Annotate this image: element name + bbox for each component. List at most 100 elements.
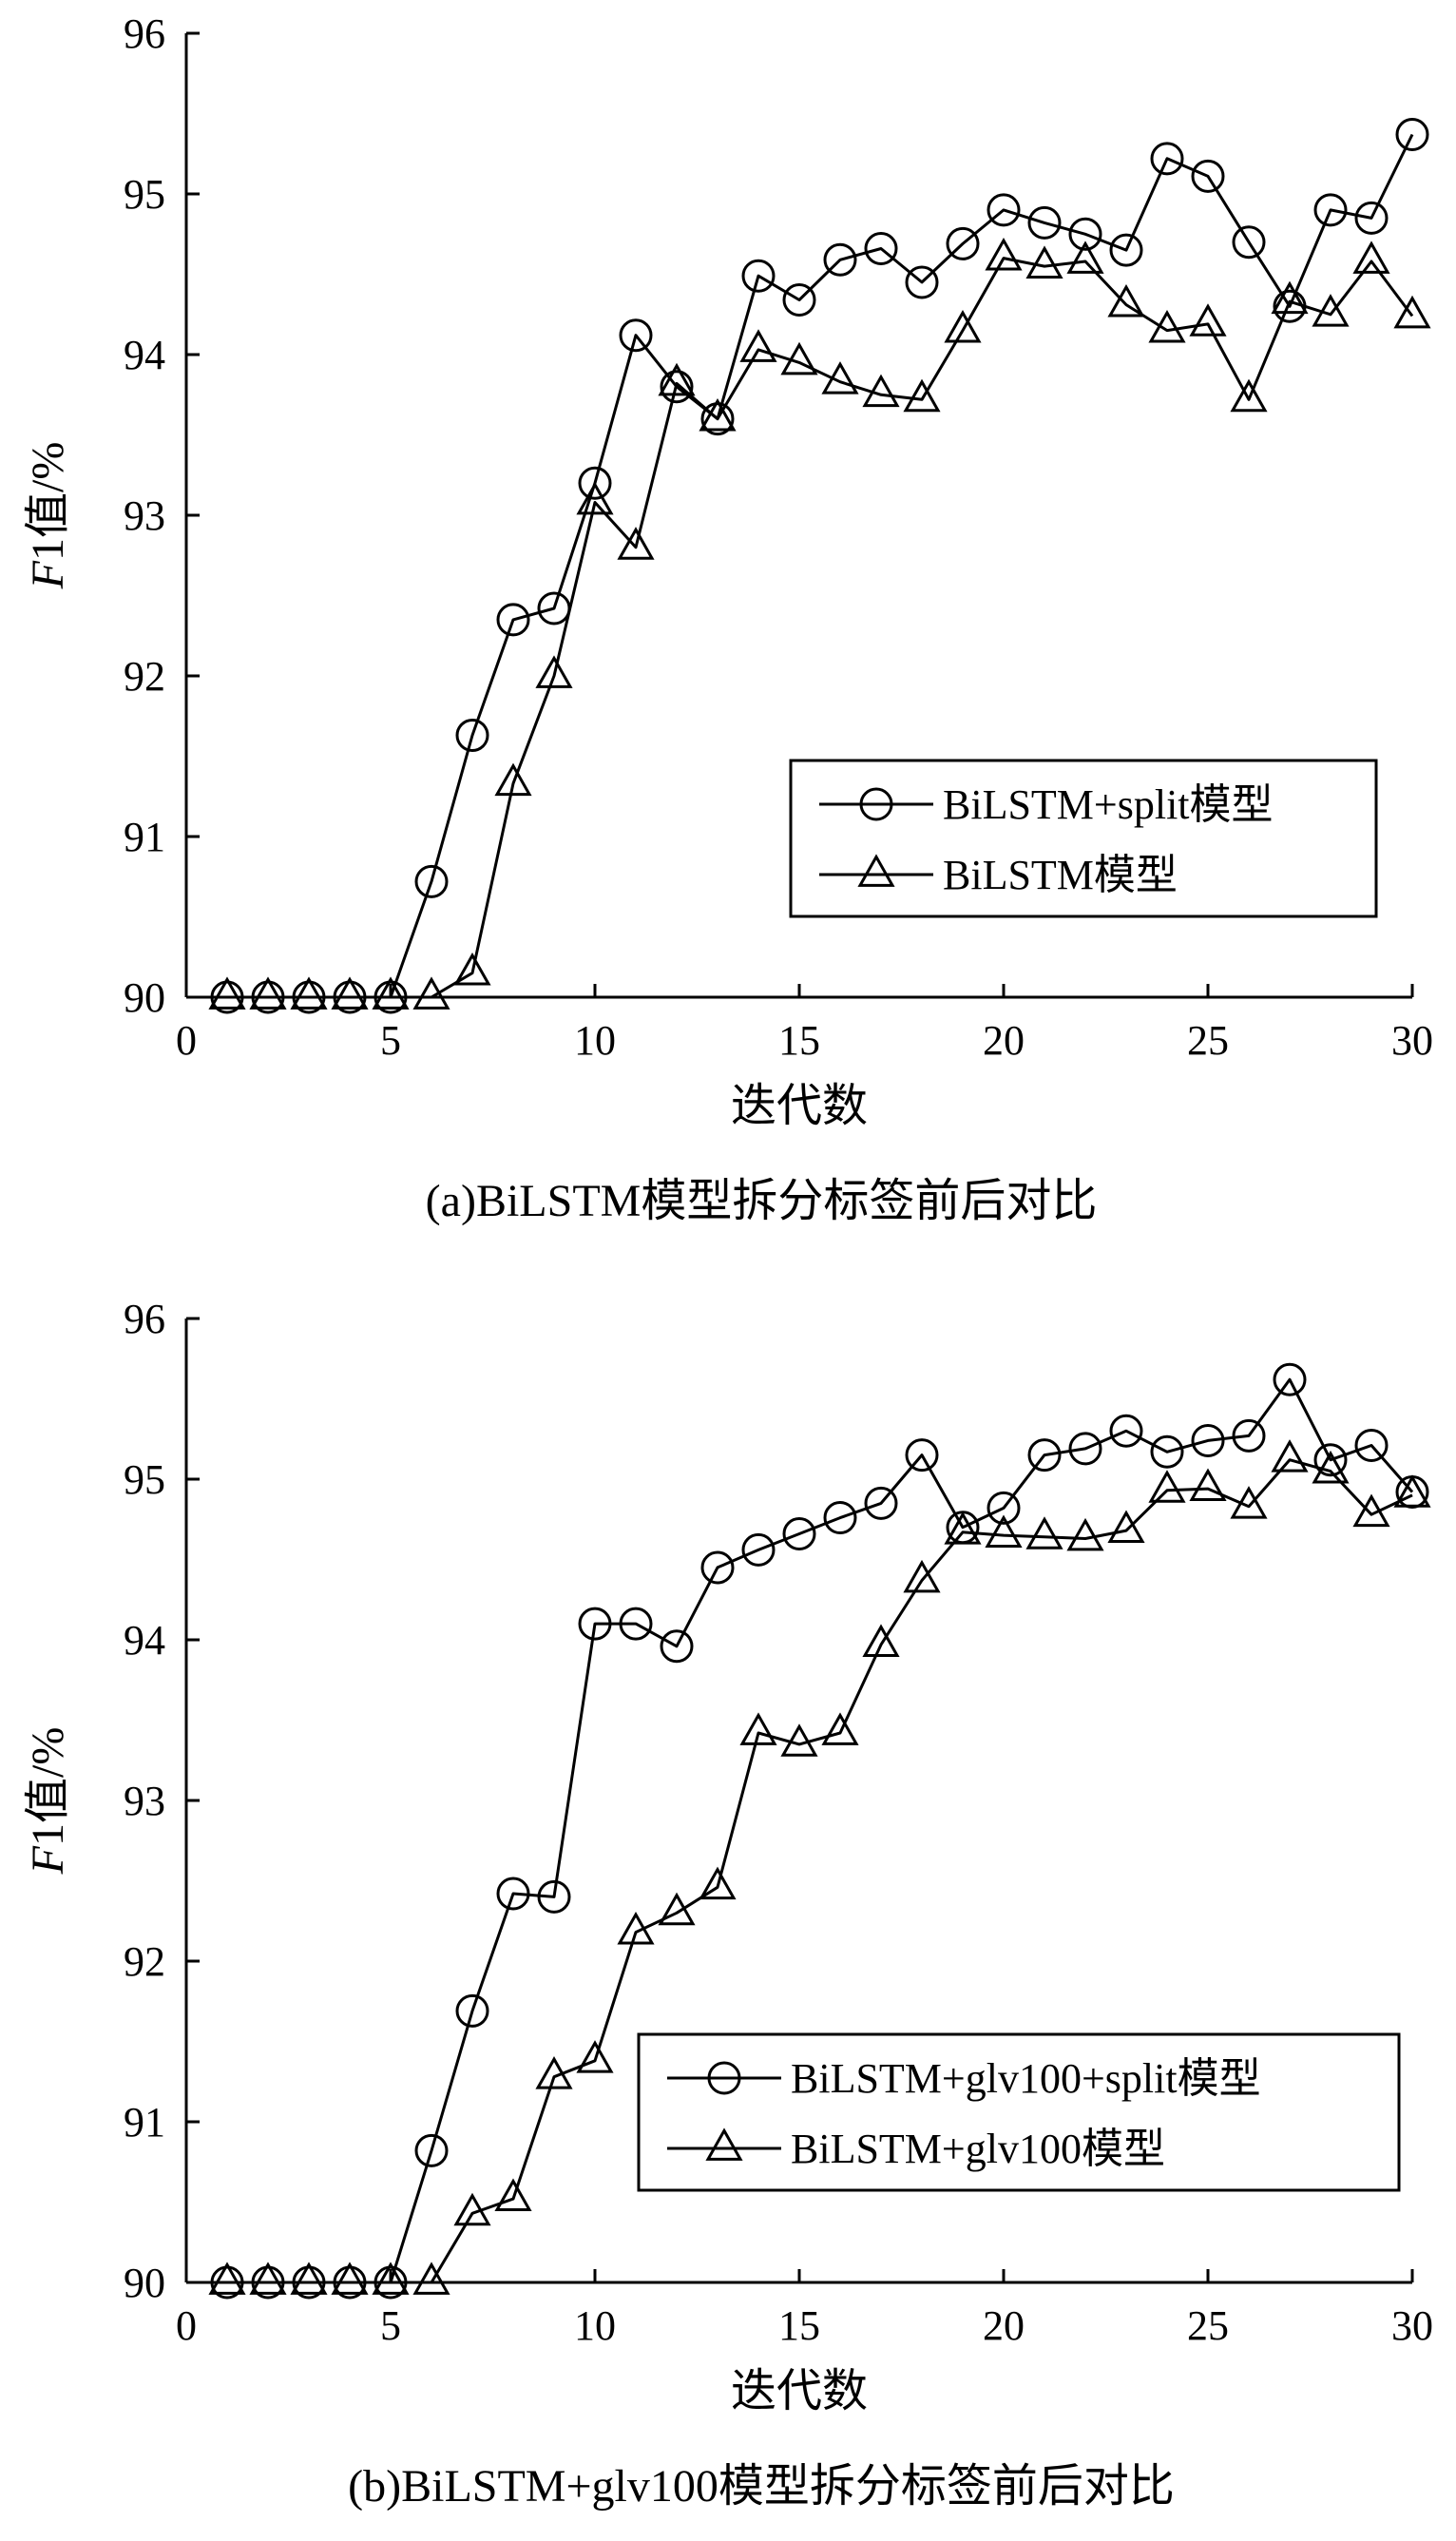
- data-point: [453, 953, 491, 986]
- data-point: [862, 374, 900, 408]
- data-point: [496, 603, 530, 637]
- data-point: [944, 310, 982, 343]
- x-tick-label: 20: [983, 2302, 1025, 2349]
- data-point: [821, 361, 859, 395]
- data-point: [1393, 295, 1431, 329]
- data-point: [1027, 1438, 1062, 1473]
- data-point: [782, 1516, 816, 1550]
- y-tick-label: 91: [124, 814, 165, 860]
- data-point: [576, 481, 614, 515]
- data-point: [331, 976, 369, 1010]
- data-point: [1107, 1510, 1145, 1543]
- data-point: [290, 2262, 328, 2295]
- y-tick-label: 94: [124, 1617, 165, 1664]
- data-point: [658, 362, 696, 396]
- y-tick-label: 93: [124, 492, 165, 539]
- data-point: [1107, 283, 1145, 318]
- data-point: [1025, 1516, 1063, 1550]
- x-tick-label: 30: [1391, 2302, 1433, 2349]
- data-point: [1148, 310, 1186, 343]
- series-1: [208, 1439, 1431, 2295]
- y-tick-label: 94: [124, 332, 165, 378]
- data-point: [660, 1629, 694, 1664]
- data-point: [905, 1438, 939, 1473]
- x-tick-label: 5: [380, 2302, 401, 2349]
- data-point: [1271, 280, 1309, 315]
- x-tick-label: 25: [1187, 2302, 1229, 2349]
- data-point: [414, 864, 449, 898]
- series-line: [227, 1377, 1414, 2284]
- data-point: [1230, 378, 1268, 413]
- y-tick-label: 91: [124, 2099, 165, 2146]
- data-point: [535, 2056, 573, 2089]
- data-point: [372, 976, 410, 1010]
- data-point: [414, 2133, 449, 2167]
- data-point: [619, 1607, 653, 1641]
- data-point: [905, 265, 939, 299]
- data-point: [864, 231, 898, 265]
- legend-label: BiLSTM模型: [943, 852, 1178, 898]
- data-point: [1109, 233, 1143, 267]
- series-line: [227, 257, 1414, 999]
- x-tick-label: 15: [778, 1017, 820, 1064]
- data-point: [780, 1723, 818, 1757]
- data-point: [823, 1501, 857, 1535]
- data-point: [1313, 193, 1348, 227]
- data-point: [1395, 1475, 1429, 1510]
- legend-marker-circle: [707, 2061, 741, 2095]
- data-point: [1025, 245, 1063, 279]
- legend-label: BiLSTM+split模型: [943, 781, 1274, 828]
- data-point: [1230, 1486, 1268, 1519]
- y-tick-label: 92: [124, 1938, 165, 1985]
- data-point: [1271, 1439, 1309, 1473]
- data-point: [944, 1511, 982, 1545]
- data-point: [537, 1879, 571, 1914]
- data-point: [741, 1532, 776, 1567]
- figure-caption: (a)BiLSTM模型拆分标签前后对比: [426, 1176, 1098, 1226]
- data-point: [1191, 159, 1225, 193]
- data-point: [1109, 1414, 1143, 1448]
- legend: BiLSTM+split模型 BiLSTM模型: [789, 759, 1378, 918]
- data-point: [331, 2262, 369, 2295]
- data-point: [903, 378, 941, 413]
- series-line: [227, 1458, 1413, 2284]
- data-point: [576, 2040, 614, 2073]
- x-tick-label: 15: [778, 2302, 820, 2349]
- legend-box: [637, 2032, 1401, 2192]
- x-tick-label: 0: [176, 2302, 197, 2349]
- data-point: [208, 2262, 246, 2295]
- y-axis-label: F1值/%: [23, 442, 73, 590]
- data-point: [946, 226, 980, 260]
- x-tick-label: 30: [1391, 1017, 1433, 1064]
- data-point: [699, 397, 737, 432]
- x-tick-label: 5: [380, 1017, 401, 1064]
- data-point: [412, 976, 450, 1010]
- figure-caption: (b)BiLSTM+glv100模型拆分标签前后对比: [348, 2461, 1175, 2512]
- x-tick-label: 10: [574, 1017, 616, 1064]
- x-tick-label: 10: [574, 2302, 616, 2349]
- data-point: [823, 242, 857, 277]
- data-point: [1148, 1470, 1186, 1503]
- data-point: [1066, 1517, 1104, 1551]
- x-tick-label: 20: [983, 1017, 1025, 1064]
- data-point: [578, 466, 612, 500]
- y-tick-label: 93: [124, 1778, 165, 1824]
- data-point: [1191, 1423, 1225, 1457]
- data-point: [1395, 117, 1429, 151]
- data-point: [455, 719, 489, 753]
- data-point: [864, 1486, 898, 1520]
- data-point: [660, 370, 694, 404]
- data-point: [782, 283, 816, 318]
- data-point: [699, 1866, 737, 1900]
- data-point: [494, 762, 532, 797]
- chart-1: 90 91 92 93 94 95 96 0 5 10 15 20 25 30 迭代数 F1值/% (b)BiL…: [23, 1296, 1433, 2512]
- data-point: [1313, 1443, 1348, 1477]
- x-tick-label: 0: [176, 1017, 197, 1064]
- y-tick-label: 90: [124, 2260, 165, 2306]
- data-point: [249, 976, 287, 1010]
- legend-label: BiLSTM+glv100+split模型: [791, 2055, 1261, 2102]
- legend-marker-triangle: [705, 2127, 743, 2161]
- legend-marker-triangle: [857, 854, 895, 887]
- data-point: [741, 259, 776, 293]
